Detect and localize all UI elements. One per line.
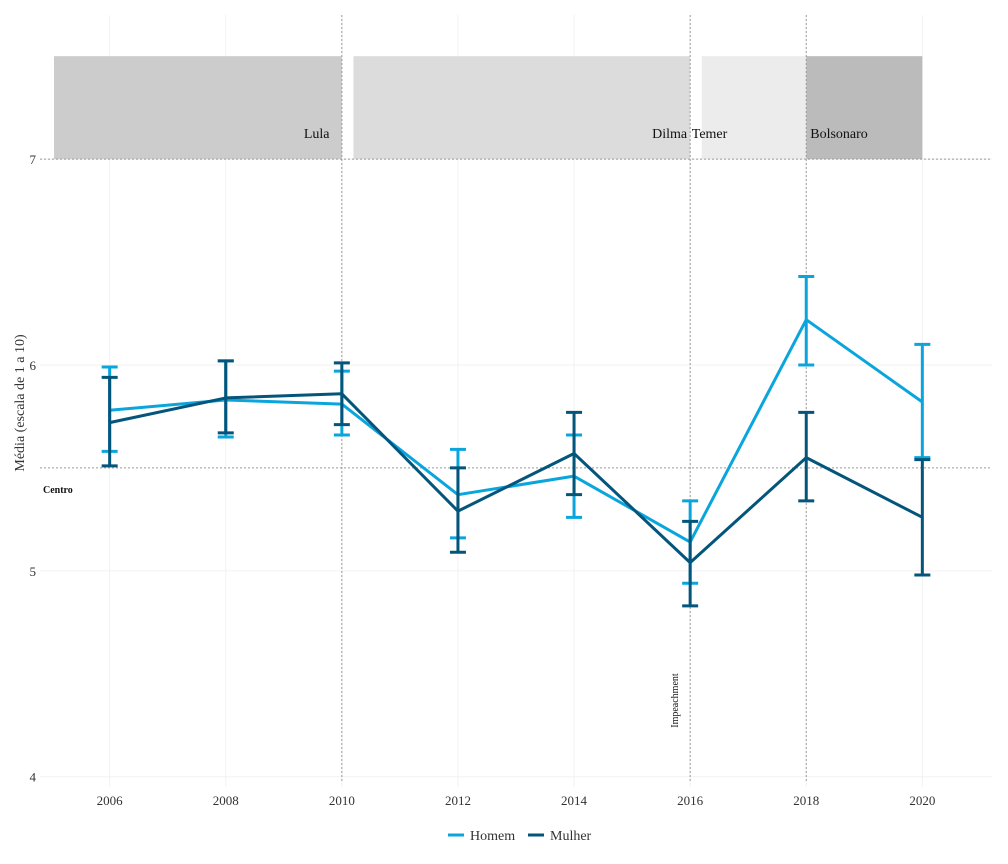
x-tick-label: 2006 (97, 793, 124, 808)
y-tick-label: 5 (30, 564, 37, 579)
x-tick-label: 2010 (329, 793, 355, 808)
band-dilma (353, 56, 691, 160)
x-tick-label: 2014 (561, 793, 588, 808)
band-label-temer: Temer (692, 127, 728, 142)
legend-label-homem: Homem (470, 829, 515, 844)
legend-label-mulher: Mulher (550, 829, 592, 844)
x-tick-label: 2018 (793, 793, 819, 808)
reference-label: Centro (43, 485, 73, 496)
band-label-bolsonaro: Bolsonaro (810, 127, 868, 142)
series-lines (101, 274, 931, 608)
x-tick-label: 2012 (445, 793, 471, 808)
series-line-homem (109, 318, 924, 544)
y-tick-label: 7 (30, 152, 37, 167)
legend: Homem Mulher (448, 829, 592, 844)
event-label: Impeachment (670, 673, 681, 728)
x-tick-label: 2016 (677, 793, 704, 808)
band-label-dilma: Dilma (652, 127, 688, 142)
reference-lines: Centro Impeachment (40, 15, 992, 782)
y-axis-label: Média (escala de 1 a 10) (13, 334, 28, 472)
x-tick-label: 2020 (909, 793, 935, 808)
band-temer (701, 56, 807, 160)
y-tick-label: 6 (30, 358, 37, 373)
x-tick-label: 2008 (213, 793, 239, 808)
series-line-mulher (109, 392, 924, 565)
band-label-lula: Lula (304, 127, 330, 142)
band-lula (54, 56, 342, 160)
government-bands: Lula Dilma Temer Bolsonaro (54, 56, 923, 160)
band-bolsonaro (806, 56, 923, 160)
axes: 2006 2008 2010 2012 2014 2016 2018 2020 4 5 6 7 (30, 152, 936, 808)
y-tick-label: 4 (30, 770, 37, 785)
